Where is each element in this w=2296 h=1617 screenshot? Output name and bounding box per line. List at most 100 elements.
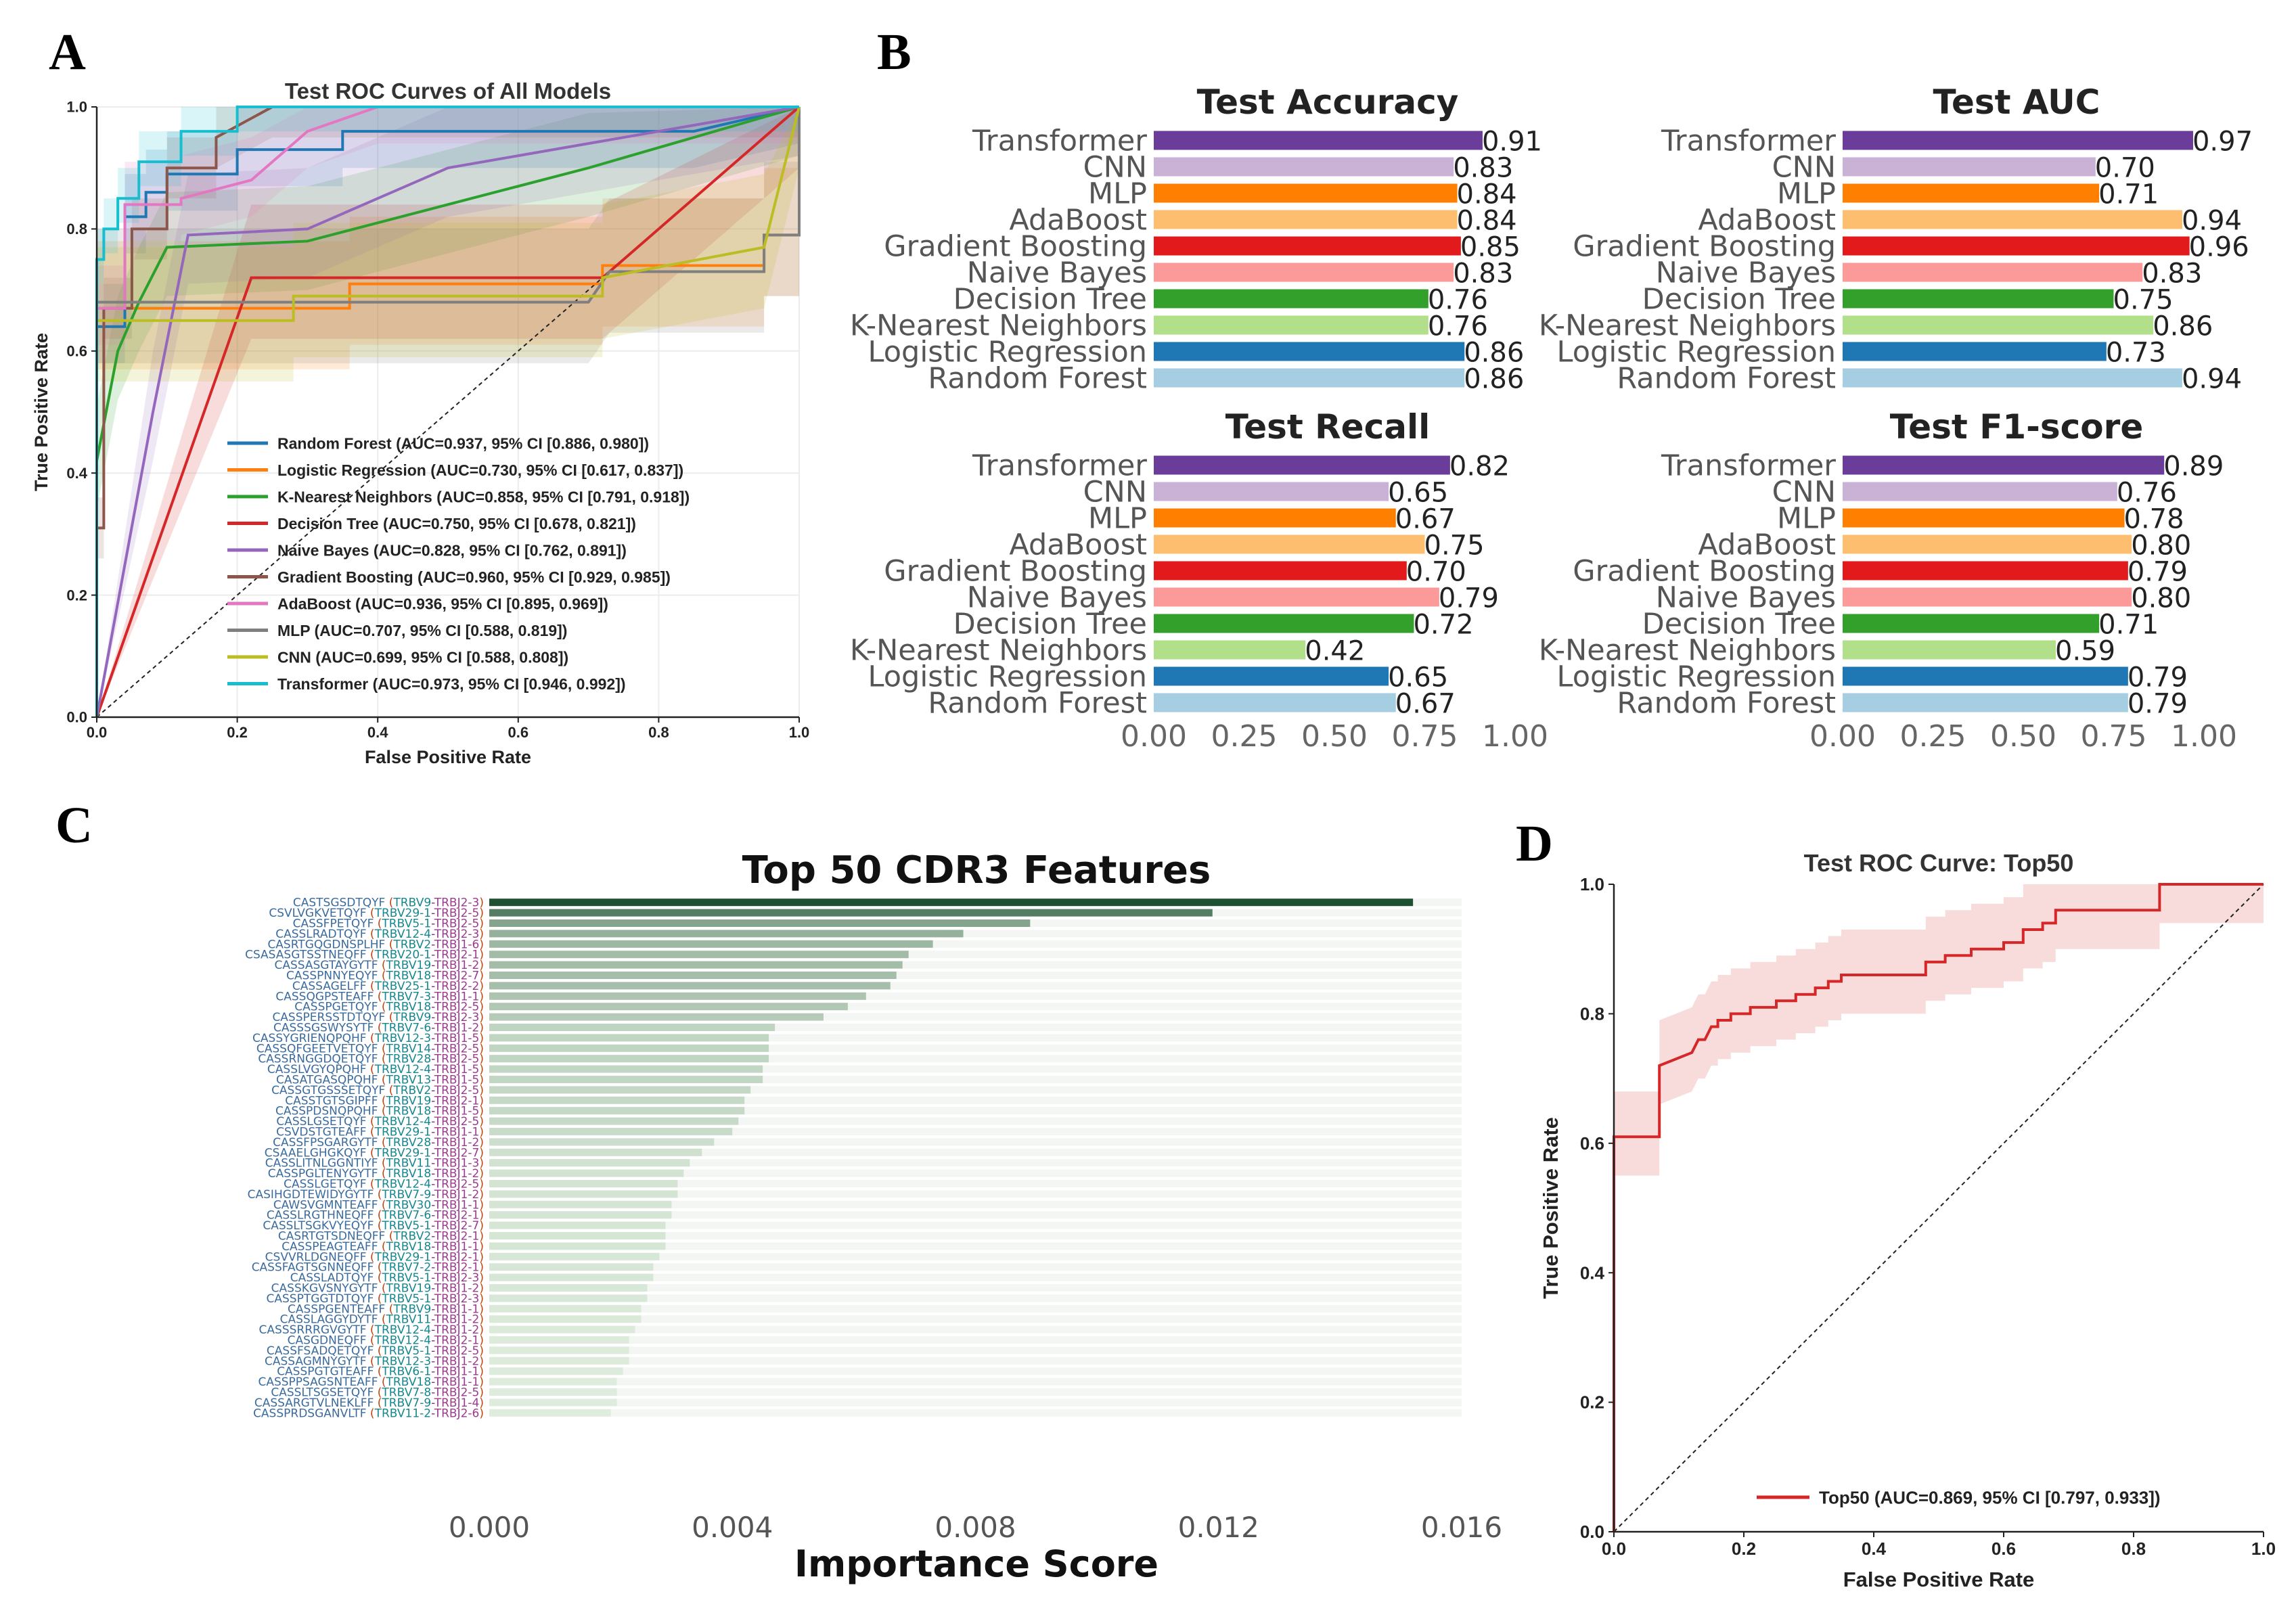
c-feature-paren: ) [479,1167,484,1181]
c-feature-separator: - [431,1292,435,1306]
c-importance-bar [489,1284,648,1292]
a-legend-entry: MLP (AUC=0.707, 95% CI [0.588, 0.819]) [277,622,567,639]
c-feature-j-gene: TRBJ2-1 [434,1094,480,1108]
c-feature-cdr3: CASSRNGGDQETQYF [258,1053,378,1066]
c-feature-j-gene: TRBJ2-5 [434,1178,480,1191]
panel-letter-c: C [55,797,93,854]
c-feature-j-gene: TRBJ2-5 [434,917,480,931]
c-feature-paren: ( [367,1146,375,1160]
c-bar-background [489,1055,1462,1063]
c-feature-v-gene: TRBV7-8 [381,1386,431,1400]
c-feature-paren: ) [479,1323,484,1337]
c-feature-j-gene: TRBJ2-5 [434,1344,480,1358]
c-importance-bar [489,1211,672,1219]
c-feature-paren: ( [374,1396,382,1410]
c-feature-cdr3: CASSARGTVLNEKLFF [254,1396,374,1410]
c-feature-label: CASSFPETQYF (TRBV5-1-TRBJ2-5) [293,917,484,931]
c-feature-j-gene: TRBJ2-3 [434,1292,480,1306]
c-importance-bar [489,1398,617,1407]
b-value-label: 0.75 [1424,530,1485,562]
b-bar [1154,210,1458,229]
b-bar [1843,640,2056,660]
c-feature-paren: ) [479,1313,484,1327]
c-importance-bar [489,919,1031,927]
c-feature-separator: - [431,917,435,931]
c-importance-bar [489,1148,702,1156]
c-feature-label: CASSQFGEETVETQYF (TRBV14-TRBJ2-5) [256,1042,484,1055]
c-feature-separator: - [431,1001,435,1014]
c-feature-paren: ( [378,1001,386,1014]
c-feature-paren: ( [378,1375,386,1389]
b-category-label: Gradient Boosting [884,230,1147,264]
c-feature-paren: ( [374,990,382,1003]
c-feature-label: CASSPPSAGSNTEAFF (TRBV18-TRBJ1-1) [258,1375,484,1389]
b-value-label: 0.83 [2142,258,2202,290]
c-x-tick-label: 0.004 [692,1511,773,1544]
b-category-label: Naive Bayes [1656,256,1836,290]
c-feature-paren: ( [367,1032,375,1045]
c-bar-background [489,1284,1462,1292]
c-feature-cdr3: CASSKGVSNYGYTF [271,1282,378,1296]
c-feature-label: CSVDSTGTEAFF (TRBV29-1-TRBJ1-1) [276,1126,484,1139]
c-bar-background [489,1294,1462,1302]
c-feature-j-gene: TRBJ1-3 [434,1157,480,1170]
c-feature-label: CASSPNNYEQYF (TRBV18-TRBJ2-7) [286,970,484,983]
c-bar-background [489,961,1462,969]
c-feature-separator: - [431,1011,435,1024]
c-x-tick-label: 0.000 [449,1511,530,1544]
d-y-axis-label: True Positive Rate [1539,1117,1562,1299]
c-feature-v-gene: TRBV29-1 [374,1146,432,1160]
c-feature-paren: ( [385,1084,393,1097]
b-x-tick-label: 0.50 [1301,719,1368,754]
c-feature-paren: ( [385,938,393,951]
c-feature-paren: ( [378,1313,386,1327]
c-feature-separator: - [431,949,435,962]
c-feature-j-gene: TRBJ1-5 [434,1074,480,1087]
c-feature-v-gene: TRBV5-1 [381,917,431,931]
c-importance-bar [489,1013,824,1021]
c-feature-separator: - [431,1053,435,1066]
c-importance-bar [489,1065,763,1073]
c-feature-separator: - [431,1250,435,1264]
b-category-label: AdaBoost [1009,204,1147,237]
c-feature-j-gene: TRBJ2-6 [434,1407,480,1420]
b-category-label: Transformer [1661,449,1836,483]
b-category-label: Decision Tree [953,608,1147,641]
c-feature-j-gene: TRBJ2-5 [434,907,480,920]
b-category-label: AdaBoost [1698,528,1836,562]
c-bar-background [489,1180,1462,1187]
c-feature-label: CASSGTGSSSETQYF (TRBV2-TRBJ2-5) [271,1084,484,1097]
c-importance-bar [489,1304,641,1313]
c-bar-background [489,1263,1462,1271]
c-feature-paren: ( [374,917,382,931]
c-feature-paren: ( [374,1022,382,1035]
c-feature-paren: ) [479,1188,484,1202]
c-feature-paren: ( [385,896,393,910]
c-feature-separator: - [431,1074,435,1087]
c-feature-v-gene: TRBV14 [386,1042,432,1055]
a-legend-entry: CNN (AUC=0.699, 95% CI [0.588, 0.808]) [277,648,568,666]
c-feature-v-gene: TRBV18 [386,1167,432,1181]
c-feature-label: CASSLTSGSETQYF (TRBV7-8-TRBJ2-5) [271,1386,484,1400]
c-feature-j-gene: TRBJ2-1 [434,1334,480,1348]
a-legend-entry: Transformer (AUC=0.973, 95% CI [0.946, 0… [277,675,626,693]
c-feature-paren: ( [367,1354,375,1368]
c-feature-cdr3: CASSAGELFF [292,980,367,993]
b-bar [1843,315,2154,335]
c-feature-separator: - [431,1334,435,1348]
b-bar [1843,508,2125,528]
b-x-tick-label: 1.00 [2171,719,2237,754]
b-value-label: 0.79 [1439,583,1499,614]
c-bar-background [489,1357,1462,1365]
c-feature-j-gene: TRBJ1-5 [434,1105,480,1118]
c-feature-v-gene: TRBV12-3 [374,1354,432,1368]
b-category-label: K-Nearest Neighbors [1539,309,1836,343]
c-feature-label: CASSAGELFF (TRBV25-1-TRBJ2-2) [292,980,484,993]
c-importance-bar [489,940,933,948]
c-feature-j-gene: TRBJ2-1 [434,1250,480,1264]
b-x-tick-label: 0.75 [1392,719,1458,754]
c-feature-v-gene: TRBV29-1 [374,1250,432,1264]
b-category-label: CNN [1772,151,1836,185]
b-category-label: Random Forest [928,362,1147,396]
